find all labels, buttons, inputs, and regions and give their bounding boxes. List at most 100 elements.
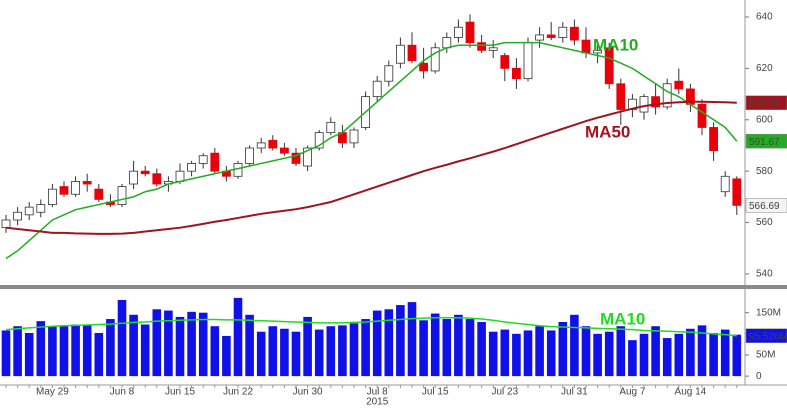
candle-body <box>314 132 324 149</box>
candle-body <box>651 96 660 108</box>
volume-bar <box>686 328 695 377</box>
volume-bar <box>256 331 266 377</box>
x-tick-label: Jun 22 <box>223 387 253 398</box>
volume-bar <box>187 311 196 377</box>
candle-body <box>709 127 718 151</box>
candle-body <box>593 49 602 54</box>
x-tick-label: May 29 <box>36 387 69 398</box>
volume-bar <box>662 338 672 377</box>
value-flag <box>745 95 787 111</box>
volume-bar <box>349 323 359 377</box>
candle-body <box>639 96 649 113</box>
candle-body <box>558 26 568 38</box>
candle-body <box>129 170 139 185</box>
candle-body <box>662 83 672 108</box>
candle-body <box>71 181 80 195</box>
volume-bar <box>523 330 533 377</box>
candle-body <box>175 170 185 182</box>
value-flag <box>745 328 787 343</box>
volume-bar <box>338 325 347 377</box>
candle-body <box>303 147 313 167</box>
value-flag-label: 95.526M <box>749 331 787 342</box>
year-label: 2015 <box>366 397 389 407</box>
volume-bar <box>593 333 602 377</box>
volume-bar <box>732 334 742 377</box>
volume-bar <box>604 331 614 377</box>
volume-bar <box>164 310 173 377</box>
volume-bar <box>454 314 463 377</box>
candle-body <box>546 34 556 38</box>
y-tick-label: 560 <box>756 217 773 228</box>
volume-bar <box>419 320 428 377</box>
candle-body <box>349 129 359 144</box>
candle-body <box>500 55 510 69</box>
volume-bar <box>59 326 69 377</box>
volume-bar <box>616 326 626 377</box>
value-flag <box>745 133 787 149</box>
volume-bar <box>488 331 498 377</box>
candle-body <box>13 211 23 221</box>
volume-bar <box>303 316 312 377</box>
volume-bar <box>268 326 278 377</box>
volume-bar <box>697 325 707 377</box>
value-flag-label: 606.61 <box>749 98 780 109</box>
line-label: MA50 <box>585 122 630 141</box>
candle-body <box>117 186 127 205</box>
candle-body <box>732 178 742 206</box>
volume-bar <box>465 319 475 377</box>
candle-body <box>674 80 684 90</box>
volume-bar <box>222 335 231 377</box>
candle-body <box>465 21 475 44</box>
volume-bar <box>233 297 243 377</box>
volume-bar <box>198 312 208 377</box>
volume-bar <box>361 319 370 377</box>
volume-bar <box>442 319 452 377</box>
volume-bar <box>48 326 57 377</box>
y-tick-label: 580 <box>756 166 773 177</box>
x-tick-label: Jul 23 <box>491 387 518 398</box>
volume-bar <box>639 333 649 377</box>
value-flag-label: 566.69 <box>749 201 780 212</box>
volume-bar <box>512 333 521 377</box>
volume-bar <box>106 319 115 377</box>
candle-body <box>48 188 57 205</box>
candle-body <box>372 80 382 98</box>
moving-average-line <box>5 317 737 337</box>
volume-bar <box>94 332 104 377</box>
candle-body <box>581 39 591 54</box>
candle-body <box>407 44 417 62</box>
candle-body <box>395 44 405 64</box>
candle-body <box>477 42 487 51</box>
volume-bar <box>477 321 486 377</box>
volume-bar <box>372 310 382 377</box>
volume-bar <box>82 325 92 377</box>
x-tick-label: Jun 8 <box>110 387 135 398</box>
candle-body <box>198 155 208 164</box>
volume-bar <box>1 330 11 377</box>
candle-body <box>453 26 463 38</box>
volume-bar <box>558 321 568 377</box>
y-tick-label: 620 <box>756 63 773 74</box>
volume-bar <box>535 326 544 377</box>
moving-average-line <box>5 100 737 235</box>
volume-bar <box>245 314 254 377</box>
candle-body <box>59 186 69 195</box>
y-tick-label: 150M <box>756 307 781 318</box>
candle-body <box>535 34 544 41</box>
line-label: MA10 <box>593 35 638 54</box>
volume-bar <box>384 309 394 377</box>
candle-body <box>187 163 197 172</box>
candle-body <box>720 175 730 193</box>
y-tick-label: 540 <box>756 269 773 280</box>
candle-body <box>291 152 301 164</box>
volume-bar <box>314 329 324 377</box>
volume-bar <box>140 324 150 377</box>
volume-bar <box>71 324 80 377</box>
candle-body <box>245 147 255 164</box>
candle-body <box>512 67 521 80</box>
candle-body <box>152 173 162 185</box>
candle-body <box>604 47 614 85</box>
volume-bar <box>407 302 417 377</box>
volume-bar <box>210 326 220 377</box>
